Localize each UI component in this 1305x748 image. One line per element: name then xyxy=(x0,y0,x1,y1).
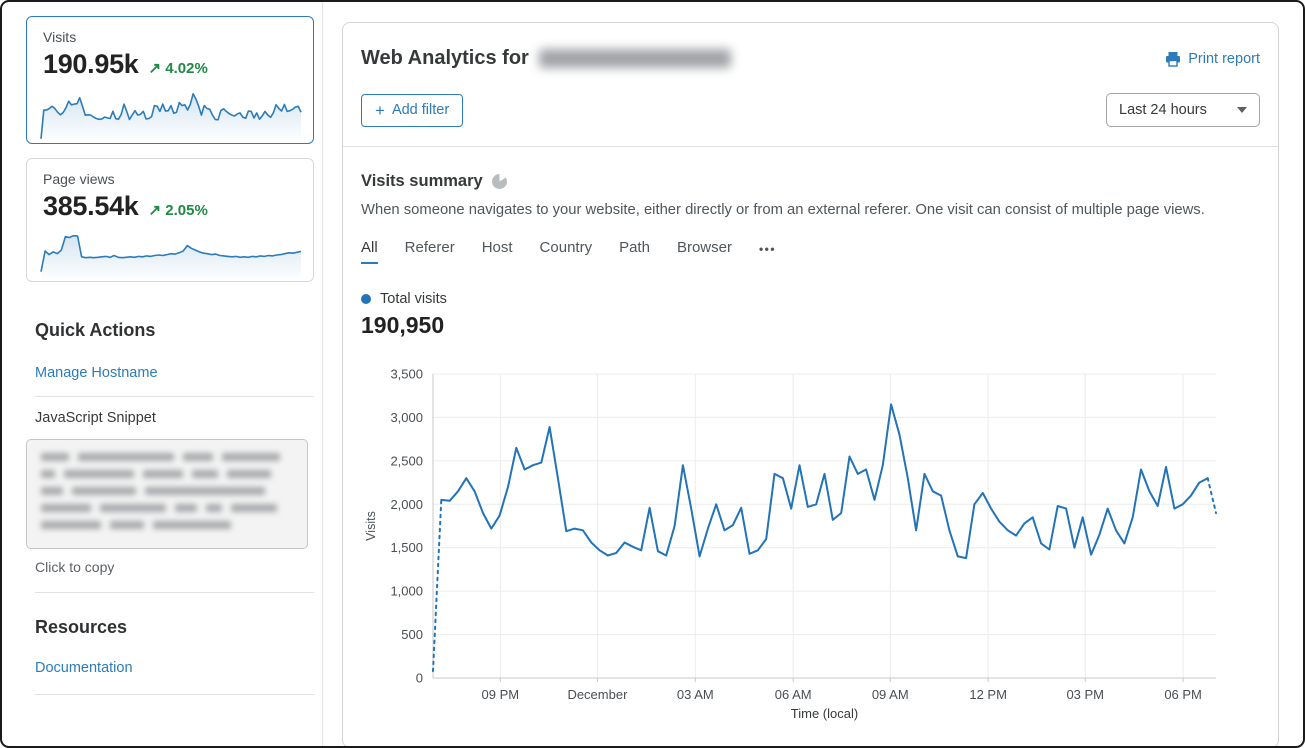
svg-text:2,500: 2,500 xyxy=(390,453,423,468)
tab-path[interactable]: Path xyxy=(619,239,650,256)
svg-text:03 AM: 03 AM xyxy=(677,687,714,702)
page-views-metric-card[interactable]: Page views 385.54k ↗ 2.05% xyxy=(26,158,314,282)
click-to-copy-hint: Click to copy xyxy=(35,559,115,575)
svg-text:Time (local): Time (local) xyxy=(791,706,858,721)
svg-text:500: 500 xyxy=(401,627,423,642)
visits-card-value: 190.95k xyxy=(43,49,139,79)
legend-dot-icon xyxy=(361,294,371,304)
manage-hostname-link[interactable]: Manage Hostname xyxy=(35,365,158,381)
svg-text:1,500: 1,500 xyxy=(390,540,423,555)
time-range-dropdown[interactable]: Last 24 hours xyxy=(1106,93,1260,127)
plus-icon: + xyxy=(375,100,385,120)
svg-text:3,000: 3,000 xyxy=(390,410,423,425)
tab-all[interactable]: All xyxy=(361,239,378,264)
svg-text:09 PM: 09 PM xyxy=(482,687,520,702)
page-views-sparkline xyxy=(40,234,302,281)
tab-referer[interactable]: Referer xyxy=(404,239,455,256)
svg-text:December: December xyxy=(567,687,628,702)
analytics-panel: Web Analytics for Print report + Add fil… xyxy=(342,22,1279,746)
total-visits-value: 190,950 xyxy=(361,312,445,338)
divider xyxy=(35,592,314,593)
tab-country[interactable]: Country xyxy=(539,239,593,256)
header-divider xyxy=(343,146,1278,147)
visits-sparkline xyxy=(40,93,302,143)
chevron-down-icon xyxy=(1237,107,1247,113)
divider xyxy=(35,694,314,695)
page-views-card-label: Page views xyxy=(43,171,115,187)
visits-card-delta: ↗ 4.02% xyxy=(148,60,208,77)
visits-metric-card[interactable]: Visits 190.95k ↗ 4.02% xyxy=(26,16,314,144)
page-title: Web Analytics for xyxy=(361,47,731,70)
svg-text:1,000: 1,000 xyxy=(390,584,423,599)
svg-text:09 AM: 09 AM xyxy=(872,687,909,702)
chart-legend: Total visits xyxy=(361,291,1260,307)
summary-tabs: All Referer Host Country Path Browser ••• xyxy=(361,239,1260,264)
svg-text:3,500: 3,500 xyxy=(390,367,423,382)
resources-heading: Resources xyxy=(35,617,128,637)
sidebar: Visits 190.95k ↗ 4.02% Page views 385.54… xyxy=(26,16,314,695)
svg-text:Visits: Visits xyxy=(364,511,378,541)
svg-text:0: 0 xyxy=(416,671,423,686)
print-report-button[interactable]: Print report xyxy=(1165,51,1260,67)
page-views-card-delta: ↗ 2.05% xyxy=(148,202,208,219)
sidebar-divider xyxy=(322,2,323,746)
divider xyxy=(35,396,314,397)
svg-text:06 AM: 06 AM xyxy=(775,687,812,702)
trend-up-arrow-icon: ↗ xyxy=(148,202,162,219)
js-snippet-code-box[interactable] xyxy=(26,439,308,549)
svg-text:03 PM: 03 PM xyxy=(1066,687,1104,702)
documentation-link[interactable]: Documentation xyxy=(35,660,133,676)
visits-summary-description: When someone navigates to your website, … xyxy=(361,202,1205,218)
js-snippet-label: JavaScript Snippet xyxy=(35,410,156,426)
blurred-domain xyxy=(538,49,731,68)
tab-more-ellipsis[interactable]: ••• xyxy=(758,242,777,256)
tab-host[interactable]: Host xyxy=(481,239,513,256)
legend-label: Total visits xyxy=(380,291,447,307)
svg-text:2,000: 2,000 xyxy=(390,497,423,512)
add-filter-button[interactable]: + Add filter xyxy=(361,93,464,127)
visits-summary-heading: Visits summary xyxy=(361,172,483,190)
pie-chart-help-icon[interactable] xyxy=(491,174,507,189)
svg-text:06 PM: 06 PM xyxy=(1164,687,1202,702)
page-views-card-value: 385.54k xyxy=(43,191,139,221)
tab-browser[interactable]: Browser xyxy=(676,239,732,256)
quick-actions-heading: Quick Actions xyxy=(35,320,156,340)
printer-icon xyxy=(1166,51,1181,67)
visits-card-label: Visits xyxy=(43,29,77,45)
trend-up-arrow-icon: ↗ xyxy=(148,60,162,77)
svg-text:12 PM: 12 PM xyxy=(969,687,1007,702)
visits-line-chart[interactable]: 0 500 1,000 1,500 2,000 2,500 3,000 3,500 09 PM D… xyxy=(361,361,1241,721)
